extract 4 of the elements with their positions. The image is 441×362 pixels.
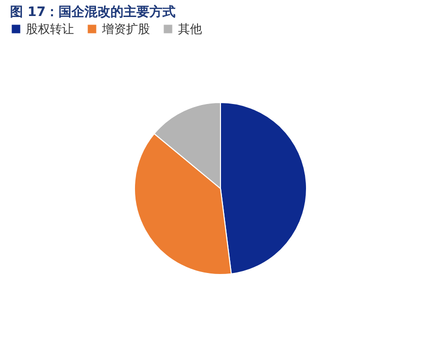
legend-label: 股权转让 [26, 22, 74, 36]
chart-title: 图 17：国企混改的主要方式 [10, 4, 176, 20]
legend-label: 增资扩股 [101, 22, 150, 36]
legend-label: 其他 [178, 22, 202, 36]
